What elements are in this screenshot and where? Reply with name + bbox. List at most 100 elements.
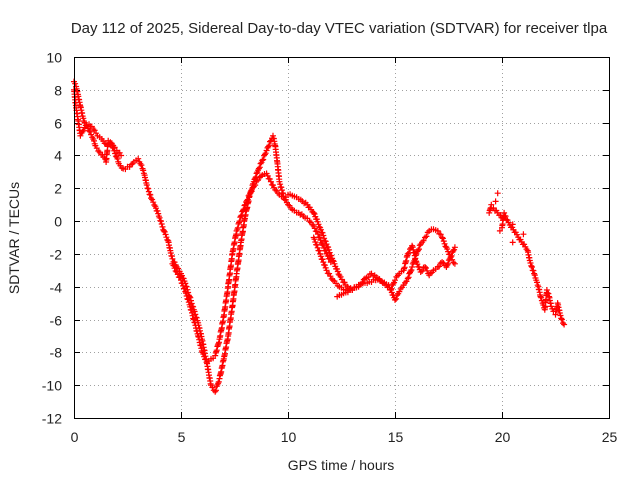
y-tick-label: -8 xyxy=(50,345,63,361)
data-point-fill xyxy=(311,236,318,243)
data-point xyxy=(156,214,163,221)
data-point-fill xyxy=(172,268,179,274)
data-point-fill xyxy=(313,228,320,235)
data-point xyxy=(160,227,167,234)
data-point-fill xyxy=(183,290,189,297)
data-point-fill xyxy=(72,80,79,87)
data-point xyxy=(529,264,535,270)
data-point-fill xyxy=(423,233,430,240)
data-point xyxy=(439,234,446,241)
chart-title: Day 112 of 2025, Sidereal Day-to-day VTE… xyxy=(71,20,608,37)
data-point-fill xyxy=(534,279,540,286)
data-point-fill xyxy=(420,237,427,244)
data-point-fill xyxy=(319,229,326,236)
x-tick-label: 25 xyxy=(602,429,618,445)
data-point-fill xyxy=(265,143,272,150)
data-point-fill xyxy=(415,247,422,254)
data-point-fill xyxy=(405,274,412,281)
y-tick-labels: 10 8 6 4 2 0 -2 -4 -6 -8 -10 -12 xyxy=(42,50,62,427)
data-point-fill xyxy=(327,273,334,280)
data-point xyxy=(492,198,499,205)
data-point-fill xyxy=(240,207,247,214)
data-point-fill xyxy=(530,267,537,274)
data-point xyxy=(451,244,458,251)
data-point-fill xyxy=(183,293,190,299)
data-point-fill xyxy=(321,262,328,269)
data-point-fill xyxy=(545,290,552,297)
data-point xyxy=(242,201,249,208)
plot-frame xyxy=(74,57,610,419)
data-point-fill xyxy=(145,188,152,195)
data-point-fill xyxy=(439,235,446,242)
data-point-fill xyxy=(170,262,177,269)
data-point-fill xyxy=(322,247,329,254)
data-point-fill xyxy=(200,351,207,357)
data-point xyxy=(329,257,336,264)
data-point-fill xyxy=(255,165,262,172)
data-point xyxy=(86,127,92,134)
data-point xyxy=(178,277,184,284)
data-point-fill xyxy=(416,246,422,253)
data-point-fill xyxy=(253,170,260,177)
x-tick-label: 0 xyxy=(71,429,79,445)
data-point xyxy=(310,209,317,216)
data-point-fill xyxy=(528,262,535,269)
data-point xyxy=(392,277,398,284)
data-point-fill xyxy=(328,252,335,259)
data-point-fill xyxy=(238,212,245,219)
data-points xyxy=(71,78,568,395)
data-point-fill xyxy=(256,164,263,171)
y-tick-label: 10 xyxy=(46,50,62,66)
data-point-fill xyxy=(185,296,192,303)
data-point-fill xyxy=(319,256,326,263)
grid-lines xyxy=(74,57,609,418)
x-tick-labels: 0 5 10 15 20 25 xyxy=(71,429,618,445)
data-point-fill xyxy=(163,234,170,241)
y-tick-label: -2 xyxy=(50,247,63,263)
data-point-fill xyxy=(88,131,95,138)
y-tick-label: -4 xyxy=(50,280,63,296)
data-point-fill xyxy=(241,202,248,209)
data-point-fill xyxy=(158,221,165,227)
data-point-fill xyxy=(416,242,423,249)
data-point-fill xyxy=(261,151,268,158)
data-point-fill xyxy=(446,251,453,258)
data-point xyxy=(451,260,458,267)
data-point-fill xyxy=(408,267,415,273)
data-point-fill xyxy=(213,387,219,394)
data-point xyxy=(135,155,142,162)
data-point-fill xyxy=(325,246,332,253)
data-point xyxy=(143,182,150,188)
data-point-fill xyxy=(181,285,188,292)
data-point-fill xyxy=(95,148,102,154)
data-point-fill xyxy=(436,263,443,270)
data-point-fill xyxy=(176,274,183,281)
data-point-fill xyxy=(538,294,545,301)
data-point-fill xyxy=(412,256,418,263)
y-tick-label: 8 xyxy=(54,83,62,99)
data-point xyxy=(488,201,495,208)
data-point-fill xyxy=(320,242,327,249)
data-point-fill xyxy=(502,213,509,220)
data-point-fill xyxy=(313,242,320,248)
data-point-fill xyxy=(317,237,324,244)
data-point-fill xyxy=(171,265,178,272)
data-point-fill xyxy=(326,249,333,256)
y-tick-label: 4 xyxy=(54,148,62,164)
data-point-fill xyxy=(450,247,457,254)
data-point xyxy=(561,321,568,328)
data-point-fill xyxy=(266,176,273,182)
data-point xyxy=(494,190,501,197)
x-tick-label: 10 xyxy=(281,429,297,445)
data-point-fill xyxy=(138,162,145,169)
data-point-fill xyxy=(192,311,199,318)
x-tick-label: 15 xyxy=(388,429,404,445)
data-point-fill xyxy=(445,260,452,267)
data-point-fill xyxy=(149,196,156,203)
data-point-fill xyxy=(248,188,255,195)
x-tick-label: 5 xyxy=(178,429,186,445)
data-point-fill xyxy=(91,137,97,144)
data-point-fill xyxy=(264,172,271,179)
data-point xyxy=(404,275,411,282)
